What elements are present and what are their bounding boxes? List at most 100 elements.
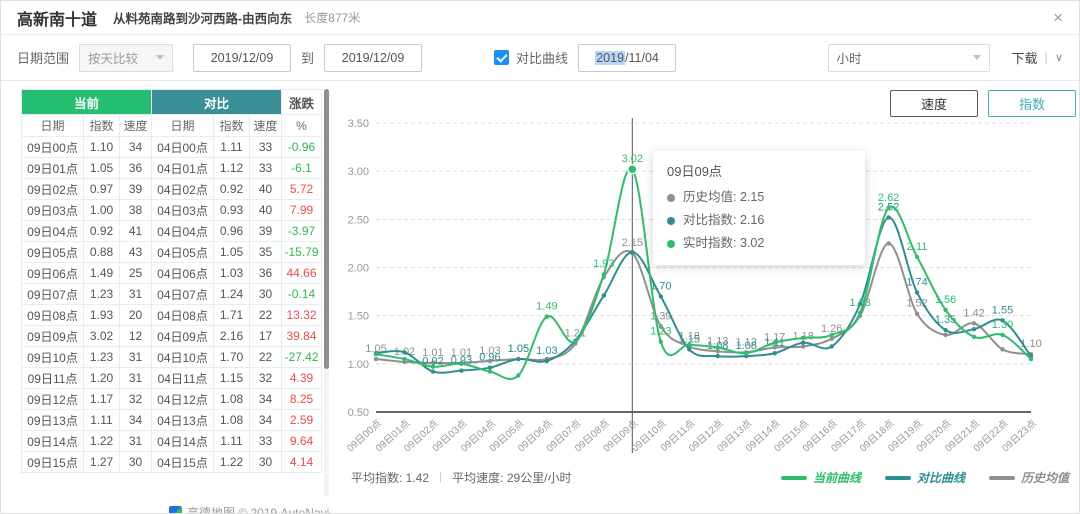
data-point[interactable] <box>914 290 920 295</box>
traffic-index-chart[interactable]: 3.503.002.502.001.501.000.5009日00点09日01点… <box>331 81 1080 514</box>
legend-item[interactable]: 历史均值 <box>988 469 1069 486</box>
data-point[interactable] <box>430 369 436 374</box>
table-cell: 1.71 <box>213 304 250 326</box>
compare-date-selected-text: 2019 <box>595 50 626 65</box>
data-point[interactable] <box>430 360 436 366</box>
data-point[interactable] <box>943 327 948 333</box>
download-button[interactable]: 下载 | ∨ <box>1012 48 1063 67</box>
data-point[interactable] <box>1000 347 1005 352</box>
table-column-header: 日期 <box>21 114 84 137</box>
table-scrollbar-thumb[interactable] <box>324 89 329 369</box>
granularity-select[interactable]: 小时 <box>827 43 990 72</box>
highlighted-data-point[interactable] <box>627 163 638 175</box>
table-cell: 0.93 <box>213 199 250 221</box>
data-point[interactable] <box>658 294 663 299</box>
data-point[interactable] <box>459 361 464 367</box>
table-scrollbar[interactable] <box>324 89 329 497</box>
toolbar: 日期范围 按天比较 2019/12/09 到 2019/12/09 对比曲线 2… <box>1 35 1079 81</box>
chart-legend: 当前曲线 对比曲线 历史均值 <box>780 469 1069 486</box>
table-cell: 1.05 <box>213 241 250 263</box>
date-to-input[interactable]: 2019/12/09 <box>324 43 423 72</box>
data-point[interactable] <box>800 344 806 349</box>
data-label: 1.13 <box>707 335 728 347</box>
data-point[interactable] <box>971 334 977 340</box>
data-point[interactable] <box>715 345 720 350</box>
data-point[interactable] <box>487 365 493 370</box>
date-from-input[interactable]: 2019/12/09 <box>193 43 292 72</box>
data-point[interactable] <box>943 332 948 338</box>
table-cell: 04日02点 <box>151 178 214 200</box>
data-point[interactable] <box>971 321 977 326</box>
data-point[interactable] <box>1000 332 1005 338</box>
data-point[interactable] <box>772 345 777 350</box>
data-point[interactable] <box>772 351 777 356</box>
table-cell: 04日06点 <box>151 262 214 284</box>
data-point[interactable] <box>630 249 635 255</box>
legend-item[interactable]: 对比曲线 <box>884 469 965 486</box>
data-point[interactable] <box>800 340 806 345</box>
data-point[interactable] <box>829 332 834 338</box>
data-point[interactable] <box>544 314 550 319</box>
data-point[interactable] <box>402 356 407 362</box>
data-point[interactable] <box>715 353 720 359</box>
data-point[interactable] <box>800 335 806 341</box>
table-cell: 04日08点 <box>151 304 214 326</box>
data-label: 1.01 <box>451 347 472 359</box>
data-point[interactable] <box>373 356 379 362</box>
data-point[interactable] <box>914 311 920 316</box>
chart-mode-button-inactive[interactable]: 速度 <box>890 90 978 117</box>
data-point[interactable] <box>943 307 948 313</box>
table-cell: 2.16 <box>213 325 250 347</box>
legend-item[interactable]: 当前曲线 <box>780 469 861 486</box>
table-cell: 04日15点 <box>151 451 214 473</box>
data-point[interactable] <box>687 342 692 347</box>
table-cell: 33 <box>249 430 282 452</box>
table-cell: 34 <box>119 136 152 158</box>
data-point[interactable] <box>516 373 521 378</box>
data-point[interactable] <box>573 339 578 344</box>
data-point[interactable] <box>402 350 407 355</box>
data-point[interactable] <box>516 356 521 362</box>
tooltip-item: 历史均值: 2.15 <box>667 186 851 209</box>
table-row: 09日02点 0.97 39 04日02点 0.92 40 5.72 <box>21 178 322 200</box>
data-point[interactable] <box>544 358 550 364</box>
data-point[interactable] <box>772 340 777 345</box>
data-point[interactable] <box>1000 318 1005 323</box>
data-point[interactable] <box>658 339 663 344</box>
data-point[interactable] <box>886 205 891 210</box>
data-point[interactable] <box>715 349 720 354</box>
data-point[interactable] <box>658 324 663 329</box>
data-label: 2.11 <box>907 241 928 253</box>
compare-date-input[interactable]: 2019/11/04 <box>578 43 677 72</box>
close-icon[interactable]: × <box>1053 8 1063 27</box>
data-point[interactable] <box>430 364 436 369</box>
data-point[interactable] <box>373 352 379 357</box>
compare-curve-checkbox[interactable] <box>494 50 510 65</box>
data-point[interactable] <box>857 310 863 315</box>
table-row: 09日14点 1.22 31 04日14点 1.11 33 9.64 <box>21 430 322 452</box>
data-point[interactable] <box>1028 356 1034 362</box>
data-label: 1.49 <box>536 301 557 313</box>
data-point[interactable] <box>886 215 891 220</box>
data-label: 1.18 <box>679 330 700 342</box>
data-point[interactable] <box>459 368 464 373</box>
data-point[interactable] <box>914 254 920 260</box>
table-cell: 1.05 <box>83 157 120 179</box>
data-point[interactable] <box>601 293 607 298</box>
data-point[interactable] <box>829 336 834 341</box>
table-cell: 34 <box>119 409 152 431</box>
data-point[interactable] <box>857 301 863 307</box>
data-point[interactable] <box>601 272 607 277</box>
data-label: 1.03 <box>536 345 557 357</box>
compare-mode-select[interactable]: 按天比较 <box>79 43 174 72</box>
data-point[interactable] <box>829 344 834 349</box>
data-point[interactable] <box>886 241 891 246</box>
table-cell: 34 <box>249 409 282 431</box>
data-point[interactable] <box>971 326 977 332</box>
data-point[interactable] <box>744 351 749 356</box>
data-point[interactable] <box>687 347 692 352</box>
data-point[interactable] <box>487 369 493 374</box>
chart-mode-button-active[interactable]: 指数 <box>988 90 1076 117</box>
data-point[interactable] <box>487 358 493 364</box>
